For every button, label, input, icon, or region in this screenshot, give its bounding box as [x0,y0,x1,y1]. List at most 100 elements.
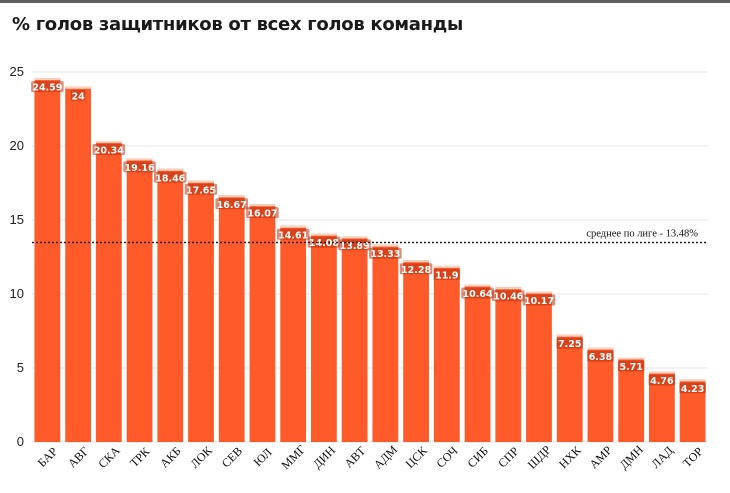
bar-top-highlight [341,236,368,239]
bar-group: 16.67 [215,195,248,442]
category-label: ЛАД [648,443,676,471]
value-label: 10.64 [463,289,493,300]
value-label-background [123,161,156,173]
value-label: 17.65 [186,185,216,196]
value-label: 13.89 [340,241,370,252]
bar-top-highlight [34,78,61,81]
y-tick-label: 25 [10,64,24,79]
bars: 24.592420.3419.1618.4617.6516.6716.0714.… [31,78,706,443]
bar-top-highlight [618,357,645,360]
bar [433,265,460,442]
value-label-background [648,374,676,386]
value-label: 16.67 [217,200,247,211]
value-label-background [31,81,64,93]
value-label-background [184,183,218,195]
bar-top-highlight [433,265,460,268]
category-label: ТОР [680,444,706,470]
chart-title: % голов защитников от всех голов команды [12,14,463,35]
value-label: 24.59 [32,83,62,94]
value-label: 24 [71,91,85,102]
bar-top-highlight [403,260,429,263]
bar [556,334,583,442]
bar [464,284,491,442]
category-label: ДМН [617,442,647,472]
value-label-background [556,337,584,349]
bar-group: 16.07 [246,204,279,442]
value-label-background [276,228,310,240]
category-label: СИБ [464,444,491,471]
category-label: ЛОК [187,443,215,471]
bar [249,204,276,442]
bar-group: 10.64 [461,284,494,442]
value-label: 12.28 [401,265,431,276]
value-label: 6.38 [589,352,613,363]
bar-group: 14.61 [276,225,310,442]
value-label: 20.34 [94,145,124,156]
value-label-background [70,89,86,101]
bar [372,244,399,442]
value-label-background [461,287,494,299]
reference-line-label: среднее по лиге - 13.48% [586,228,698,239]
value-label: 19.16 [125,163,155,174]
y-axis-ticks: 0 5 10 15 20 25 [10,64,24,449]
bar-top-highlight [649,371,675,374]
y-tick-label: 15 [10,212,24,227]
bar-top-highlight [526,291,552,294]
category-label: СПР [495,444,522,471]
category-label: ТРК [127,444,153,470]
value-label-background [399,263,433,275]
bar [34,78,61,442]
bar-group: 10.46 [492,287,525,442]
bar [526,291,552,442]
category-label: АКБ [157,444,184,471]
bar-group: 18.46 [154,168,187,443]
value-label-background [154,171,187,183]
bar-top-highlight [157,168,184,171]
bar [495,287,522,442]
category-label: ЦСК [403,443,431,471]
value-label-background [433,268,461,280]
y-tick-label: 10 [10,286,24,301]
bar-top-highlight [188,180,214,183]
bar-group: 17.65 [184,180,218,442]
category-label: ШДР [525,442,554,471]
bar-group: 6.38 [587,347,614,442]
x-axis-labels: БАР АВГ СКА ТРК АКБ ЛОК СЕВ ЮЛ ММГ ДИН АВТ АДМ ЦСК СО… [35,442,706,472]
category-label: АДМ [371,442,401,472]
bar-group: 14.08 [307,233,341,442]
category-label: ЮЛ [251,445,275,469]
value-label-background [492,290,525,302]
value-label: 18.46 [155,173,185,184]
bar-group: 20.34 [92,140,126,442]
value-label-background [307,236,341,248]
value-label-background [369,247,402,259]
bar-group: 12.28 [399,260,433,442]
value-label: 10.17 [524,296,554,307]
bar-group: 10.17 [522,291,556,442]
value-label: 13.33 [370,249,400,260]
value-label-background [246,207,279,219]
bar-group: 13.89 [338,236,371,442]
bar-group: 5.71 [617,357,645,442]
value-label-background [522,294,556,306]
bar [126,158,153,442]
category-label: СЕВ [219,444,245,470]
bar-top-highlight [65,86,91,89]
bar [188,180,214,442]
category-label: ДИН [310,443,338,471]
bar-top-highlight [495,287,522,290]
y-tick-label: 20 [10,138,24,153]
value-label-background [617,360,645,372]
category-label: НХК [556,443,585,472]
bar [65,86,91,443]
bar-top-highlight [587,347,614,350]
category-label: АМР [586,443,615,472]
bar-top-highlight [249,204,276,207]
bar [280,225,307,442]
bar-group: 7.25 [556,334,584,442]
bar-top-highlight [95,140,122,143]
bar-top-highlight [372,244,399,247]
value-label-background [92,143,126,155]
value-label: 5.71 [619,362,642,373]
